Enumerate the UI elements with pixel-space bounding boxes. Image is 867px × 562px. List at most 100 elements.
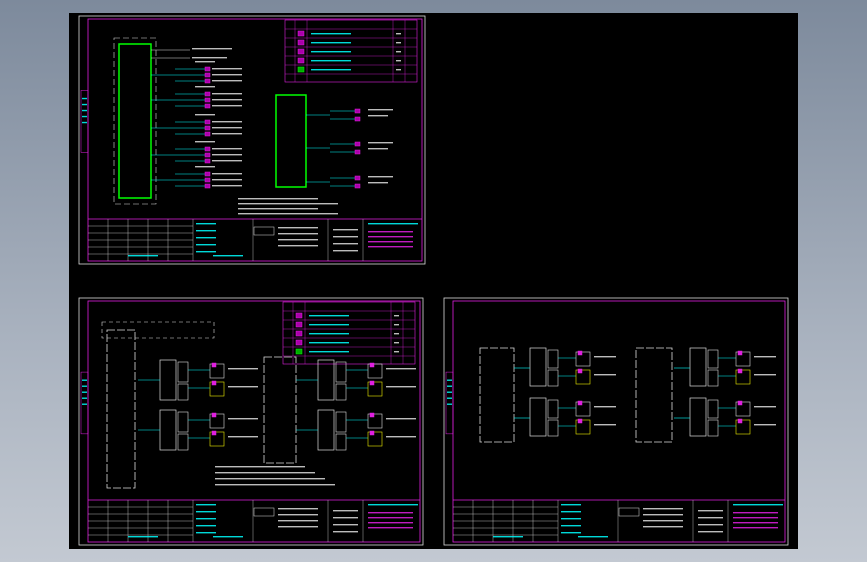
text-stroke xyxy=(278,233,318,235)
legend-symbol xyxy=(295,348,303,355)
text-stroke xyxy=(394,351,399,353)
text-stroke xyxy=(238,203,338,205)
tag xyxy=(369,362,375,368)
terminal xyxy=(707,349,719,369)
text-stroke xyxy=(561,532,581,534)
terminal-strip xyxy=(689,347,707,387)
text-stroke xyxy=(368,109,393,111)
terminal xyxy=(177,361,189,383)
legend-symbol xyxy=(297,57,305,64)
text-stroke xyxy=(82,121,87,124)
device xyxy=(354,149,361,155)
tag xyxy=(211,362,217,368)
text-stroke xyxy=(196,251,216,253)
text-stroke xyxy=(386,418,416,420)
terminal xyxy=(547,419,559,437)
text-stroke xyxy=(82,115,87,118)
device xyxy=(735,401,751,417)
text-stroke xyxy=(643,526,683,528)
text-stroke xyxy=(396,42,401,44)
text-stroke xyxy=(215,484,335,486)
device xyxy=(209,381,225,397)
text-stroke xyxy=(195,86,215,88)
device xyxy=(575,419,591,435)
text-stroke xyxy=(368,517,413,519)
device xyxy=(204,66,211,72)
text-stroke xyxy=(196,525,216,527)
text-stroke xyxy=(643,514,683,516)
text-stroke xyxy=(394,324,399,326)
sheet-border xyxy=(443,297,789,546)
left-strip xyxy=(80,371,89,435)
text-stroke xyxy=(733,512,778,514)
text-stroke xyxy=(213,255,243,257)
text-stroke xyxy=(333,531,358,533)
text-stroke xyxy=(698,524,723,526)
text-stroke xyxy=(82,391,87,393)
text-stroke xyxy=(196,532,216,534)
text-stroke xyxy=(368,522,413,524)
text-stroke xyxy=(278,239,318,241)
text-stroke xyxy=(278,520,318,522)
device xyxy=(204,125,211,131)
logo xyxy=(618,507,640,517)
device xyxy=(575,351,591,367)
text-stroke xyxy=(396,69,401,71)
tag xyxy=(577,400,583,406)
text-stroke xyxy=(212,154,242,156)
tag xyxy=(211,380,217,386)
device xyxy=(204,78,211,84)
terminal-strip xyxy=(689,397,707,437)
device xyxy=(575,401,591,417)
text-stroke xyxy=(386,436,416,438)
text-stroke xyxy=(82,379,87,381)
device xyxy=(204,158,211,164)
text-stroke xyxy=(333,524,358,526)
terminal xyxy=(177,433,189,451)
tag xyxy=(211,412,217,418)
text-stroke xyxy=(561,504,581,506)
device xyxy=(354,116,361,122)
text-stroke xyxy=(394,342,399,344)
text-stroke xyxy=(309,333,349,335)
text-stroke xyxy=(396,33,401,35)
text-stroke xyxy=(212,68,242,70)
legend-table xyxy=(284,19,418,83)
text-stroke xyxy=(396,60,401,62)
text-stroke xyxy=(309,315,349,317)
text-stroke xyxy=(698,517,723,519)
device xyxy=(204,103,211,109)
text-stroke xyxy=(215,466,305,468)
junction-box xyxy=(263,356,297,464)
text-stroke xyxy=(698,531,723,533)
device xyxy=(204,119,211,125)
text-stroke xyxy=(278,514,318,516)
text-stroke xyxy=(195,141,215,143)
terminal xyxy=(707,419,719,437)
text-stroke xyxy=(82,109,87,112)
text-stroke xyxy=(196,504,216,506)
device xyxy=(204,177,211,183)
text-stroke xyxy=(215,478,325,480)
text-stroke xyxy=(228,386,258,388)
text-stroke xyxy=(212,185,242,187)
terminal xyxy=(707,369,719,387)
tag xyxy=(369,412,375,418)
tag xyxy=(737,400,743,406)
device xyxy=(735,369,751,385)
text-stroke xyxy=(368,176,393,178)
text-stroke xyxy=(643,508,683,510)
text-stroke xyxy=(82,385,87,387)
model-space xyxy=(69,13,798,549)
text-stroke xyxy=(278,245,318,247)
text-stroke xyxy=(447,391,452,393)
text-stroke xyxy=(212,80,242,82)
device xyxy=(204,171,211,177)
device xyxy=(204,131,211,137)
text-stroke xyxy=(368,527,413,529)
text-stroke xyxy=(212,105,242,107)
text-stroke xyxy=(368,246,413,248)
device xyxy=(204,91,211,97)
